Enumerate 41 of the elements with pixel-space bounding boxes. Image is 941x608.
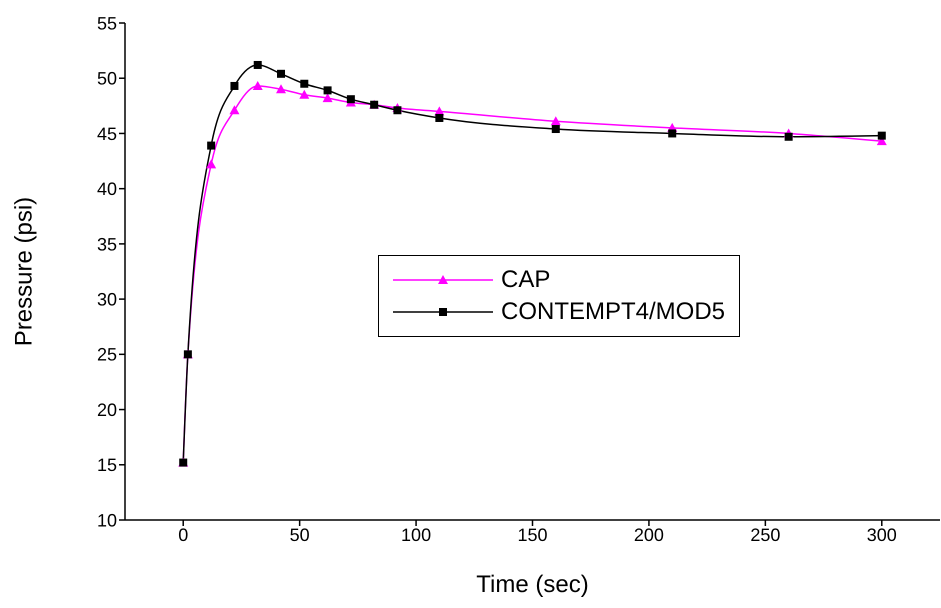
x-axis-title: Time (sec) xyxy=(476,571,589,598)
y-tick-label: 15 xyxy=(96,455,117,476)
point xyxy=(878,132,886,140)
x-tick-label: 250 xyxy=(750,524,780,545)
y-tick-label: 55 xyxy=(96,13,117,34)
y-tick-label: 20 xyxy=(96,400,117,420)
point xyxy=(207,142,216,150)
x-tick-label: 0 xyxy=(178,524,188,545)
point xyxy=(550,116,561,126)
y-tick-label: 10 xyxy=(96,510,117,530)
y-tick-label: 50 xyxy=(96,68,117,89)
y-axis-title: Pressure (psi) xyxy=(10,196,38,346)
y-tick-label: 35 xyxy=(96,234,117,254)
point xyxy=(393,106,402,114)
point xyxy=(229,105,240,114)
point xyxy=(435,114,444,122)
x-tick-label: 300 xyxy=(866,524,897,545)
point xyxy=(668,129,676,138)
legend-label: CAP xyxy=(501,266,550,294)
y-tick-label: 30 xyxy=(96,290,117,310)
x-tick-label: 50 xyxy=(290,524,310,545)
point xyxy=(552,125,560,134)
x-tick-label: 150 xyxy=(517,524,548,545)
point xyxy=(324,86,332,94)
point xyxy=(276,84,286,94)
point xyxy=(300,80,308,88)
legend-label: CONTEMPT4/MOD5 xyxy=(501,298,726,326)
x-tick-label: 200 xyxy=(634,524,664,545)
point xyxy=(252,80,263,90)
point xyxy=(277,70,286,78)
point xyxy=(299,90,310,99)
point xyxy=(322,93,333,102)
point xyxy=(784,132,793,141)
y-tick-label: 45 xyxy=(96,124,117,144)
y-tick-label: 25 xyxy=(96,344,117,365)
x-tick-label: 100 xyxy=(401,524,432,545)
point xyxy=(254,60,262,69)
point xyxy=(230,82,238,90)
point xyxy=(346,95,355,104)
y-tick-label: 40 xyxy=(96,179,117,200)
point xyxy=(206,159,216,168)
